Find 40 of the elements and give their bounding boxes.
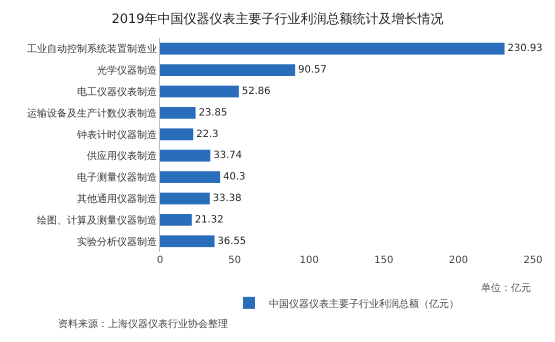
y-tick-label: 钟表计时仪器制造 — [76, 128, 157, 141]
bar — [160, 42, 505, 55]
data-label: 23.85 — [198, 107, 228, 118]
y-tick-label: 运输设备及生产计数仪表制造 — [27, 107, 157, 120]
bar — [160, 64, 296, 76]
y-tick-label: 其他通用仪器制造 — [77, 193, 157, 205]
x-tick-label: 150 — [374, 255, 394, 266]
data-label: 40.3 — [223, 172, 246, 183]
x-tick-label: 200 — [448, 255, 468, 266]
y-tick-label: 实验分析仪器制造 — [77, 236, 157, 248]
y-tick-label: 电子测量仪器制造 — [77, 172, 157, 184]
bar — [160, 214, 192, 226]
data-label: 21.32 — [194, 214, 224, 226]
data-label: 52.86 — [242, 86, 271, 97]
bar — [160, 128, 194, 140]
y-tick-label: 供应用仪表制造 — [87, 150, 157, 162]
bar — [160, 107, 196, 119]
chart-title: 2019年中国仪器仪表主要子行业利润总额统计及增长情况 — [111, 10, 444, 27]
data-label: 33.74 — [213, 150, 242, 162]
x-tick-label: 0 — [156, 255, 164, 266]
bar — [160, 235, 215, 248]
text: 资料来源：上海仪器仪表行业协会整理 — [58, 318, 228, 330]
y-tick-label: 工业自动控制系统装置制造业 — [27, 43, 157, 56]
data-label: 90.57 — [298, 64, 327, 76]
bar — [160, 86, 239, 98]
x-tick-label: 100 — [300, 255, 319, 266]
y-tick-label: 光学仪器制造 — [97, 64, 157, 77]
data-label: 36.55 — [218, 236, 246, 247]
legend-label: 中国仪器仪表主要子行业利润总额（亿元） — [269, 298, 459, 310]
data-label: 33.38 — [212, 192, 242, 204]
x-tick-label: 250 — [523, 255, 543, 266]
data-label: 230.93 — [508, 43, 543, 54]
text: 单位：亿元 — [481, 282, 531, 294]
data-label: 22.3 — [196, 128, 219, 140]
y-tick-label: 电工仪器仪表制造 — [77, 86, 157, 98]
bar — [160, 192, 210, 204]
bar — [160, 171, 220, 183]
x-tick-label: 50 — [228, 255, 241, 266]
bar — [160, 150, 210, 162]
y-tick-label: 绘图、计算及测量仪器制造 — [37, 214, 157, 226]
